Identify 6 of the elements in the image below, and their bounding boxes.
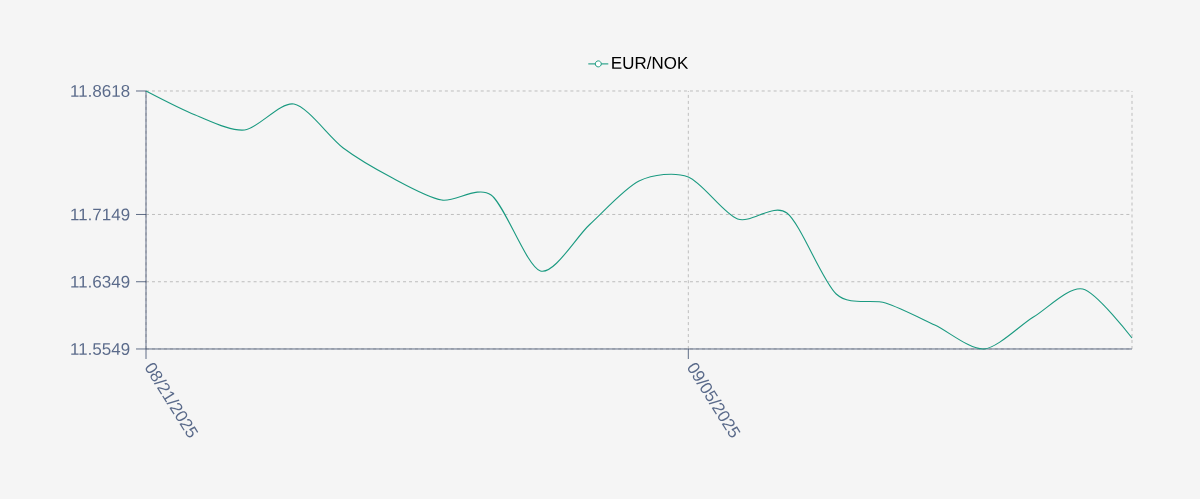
y-tick-label: 11.5549 <box>71 342 130 356</box>
y-tick-label: 11.7149 <box>71 208 130 221</box>
y-tick-label: 11.8618 <box>71 84 130 98</box>
legend-label: EUR/NOK <box>612 56 689 69</box>
y-tick-label: 11.6349 <box>71 275 130 288</box>
line-series <box>145 90 1133 350</box>
